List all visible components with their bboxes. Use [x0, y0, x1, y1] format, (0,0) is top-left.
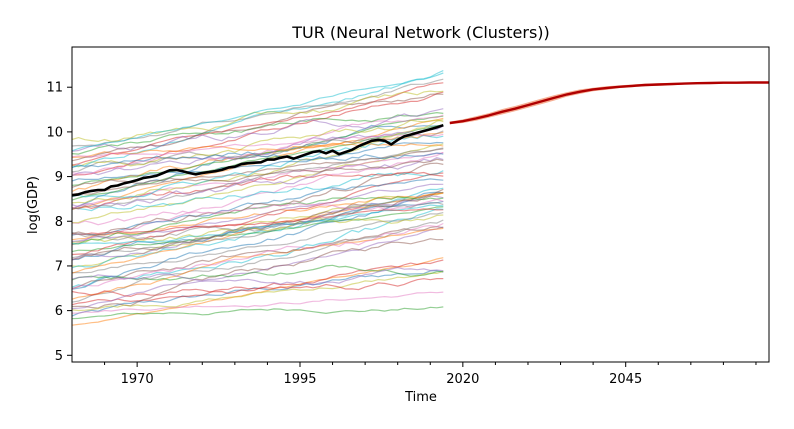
x-tick-label: 2045 [609, 372, 642, 387]
background-series-line [71, 157, 444, 208]
background-series-line [71, 119, 444, 168]
background-series-line [72, 212, 444, 274]
background-series-line [71, 142, 444, 158]
background-series-line [71, 259, 444, 306]
forecast-series-line [449, 81, 769, 125]
background-series-line [71, 191, 444, 259]
background-series-line [71, 266, 444, 286]
background-series-line [71, 214, 444, 243]
background-series-line [71, 133, 444, 158]
historical-series-line [71, 123, 444, 197]
y-tick-label: 10 [46, 125, 63, 140]
background-series-group [71, 70, 444, 326]
y-tick-label: 11 [46, 81, 63, 96]
background-series-line [71, 306, 444, 320]
background-series-line [71, 270, 444, 312]
background-series-line [71, 91, 444, 176]
background-series-line [71, 206, 444, 253]
chart-title: TUR (Neural Network (Clusters)) [291, 23, 550, 42]
y-tick-label: 5 [55, 349, 63, 364]
background-series-line [71, 201, 444, 241]
background-series-line [71, 225, 444, 290]
background-series-line [71, 158, 444, 188]
plot-frame [71, 46, 770, 363]
x-tick-label: 1995 [283, 372, 316, 387]
background-series-line [71, 226, 444, 310]
background-series-line [71, 227, 444, 300]
background-series-line [71, 90, 444, 143]
y-tick-label: 6 [55, 304, 63, 319]
x-tick-label: 2020 [446, 372, 479, 387]
background-series-line [71, 278, 444, 298]
background-series-line [71, 208, 444, 235]
y-tick-label: 8 [55, 215, 63, 230]
x-axis: 1970 1995 2020 2045 [104, 362, 757, 387]
background-series-line [71, 170, 444, 212]
y-axis-label: log(GDP) [26, 176, 41, 234]
background-series-line [71, 291, 444, 314]
background-series-line [71, 72, 444, 152]
x-axis-label: Time [404, 390, 437, 405]
background-series-line [71, 82, 444, 166]
background-series-line [71, 238, 444, 309]
background-series-line [71, 114, 444, 175]
background-series-line [71, 204, 444, 245]
background-series-line [71, 151, 444, 246]
background-series-line [71, 222, 444, 290]
main-series-group [71, 81, 769, 197]
y-axis: 5 6 7 8 9 10 11 [46, 81, 72, 364]
background-series-line [71, 108, 444, 152]
y-tick-label: 9 [55, 170, 63, 185]
y-tick-label: 7 [55, 259, 63, 274]
x-tick-label: 1970 [121, 372, 154, 387]
background-series-line [71, 219, 444, 303]
background-series-line [71, 183, 444, 243]
background-series-line [71, 151, 444, 168]
background-series-line [71, 257, 444, 326]
background-series-line [71, 134, 444, 199]
background-series-line [71, 198, 444, 226]
background-series-line [71, 162, 444, 236]
background-series-line [71, 93, 444, 162]
